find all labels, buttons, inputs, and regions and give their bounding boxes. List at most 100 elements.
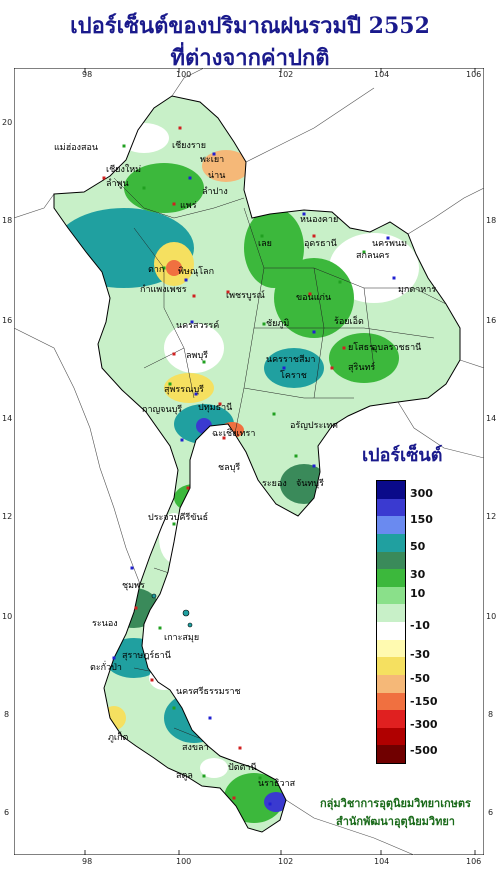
legend-swatch	[377, 551, 405, 570]
station-marker	[172, 706, 176, 710]
station-marker	[202, 360, 206, 364]
place-label: สุรินทร์	[348, 363, 376, 373]
place-label: ตาก	[148, 265, 165, 275]
place-label: แพร่	[180, 201, 197, 211]
station-marker	[222, 436, 226, 440]
legend-label: -500	[410, 744, 438, 757]
lon-tick-top-100: 100	[176, 70, 192, 79]
legend-label: 50	[410, 540, 426, 553]
lon-tick-top-104: 104	[374, 70, 390, 79]
place-label: นครราชสีมา	[266, 355, 316, 365]
station-marker	[142, 186, 146, 190]
station-marker	[208, 716, 212, 720]
legend-swatch	[377, 569, 405, 587]
place-label: สุพรรณบุรี	[164, 385, 204, 395]
lat-tick-right-8: 8	[488, 710, 494, 719]
place-label: สกลนคร	[356, 251, 390, 261]
lat-tick-right-6: 6	[488, 808, 494, 817]
station-marker	[362, 250, 366, 254]
lon-tick-top-102: 102	[278, 70, 294, 79]
place-label: ลพบุรี	[186, 351, 208, 361]
place-label: อุบลราชธานี	[372, 343, 422, 353]
legend-swatch	[377, 622, 405, 640]
station-marker	[168, 382, 172, 386]
lat-tick-left-10: 10	[2, 612, 13, 621]
legend-label: 30	[410, 568, 426, 581]
station-marker	[180, 438, 184, 442]
place-label: ยโสธร	[348, 343, 374, 353]
place-label: ประจวบคีรีขันธ์	[148, 513, 209, 523]
station-marker	[272, 412, 276, 416]
legend-swatch	[377, 745, 405, 763]
place-label: เลย	[258, 239, 272, 249]
lat-tick-right-18: 18	[486, 216, 497, 225]
credit-line2: สำนักพัฒนาอุตุนิยมวิทยา	[336, 815, 455, 828]
station-marker	[172, 522, 176, 526]
station-marker	[308, 292, 312, 296]
lat-tick-left-14: 14	[2, 414, 13, 423]
station-marker	[150, 678, 154, 682]
legend-label: 150	[410, 513, 433, 526]
legend-color-bar	[376, 480, 406, 764]
place-label: พะเยา	[200, 155, 225, 165]
place-label: ตะกั่วป่า	[90, 663, 122, 673]
lat-tick-left-20: 20	[2, 118, 13, 127]
place-label: เพชรบูรณ์	[226, 291, 265, 301]
station-marker	[312, 464, 316, 468]
station-marker	[392, 276, 396, 280]
place-label: ร้อยเอ็ด	[334, 317, 364, 327]
place-label: เชียงใหม่	[106, 165, 142, 175]
station-marker	[386, 236, 390, 240]
station-marker	[372, 348, 376, 352]
station-marker	[226, 290, 230, 294]
lat-tick-left-16: 16	[2, 316, 13, 325]
legend-title: เปอร์เซ็นต์	[362, 445, 443, 466]
station-marker	[184, 278, 188, 282]
station-marker	[342, 346, 346, 350]
station-marker	[112, 656, 116, 660]
lat-tick-right-10: 10	[486, 612, 497, 621]
station-marker	[312, 330, 316, 334]
station-marker	[172, 202, 176, 206]
station-marker	[338, 280, 342, 284]
legend-label: -50	[410, 672, 430, 685]
station-marker	[238, 746, 242, 750]
station-marker	[312, 234, 316, 238]
legend-label: -300	[410, 718, 438, 731]
lon-tick-top-98: 98	[82, 70, 93, 79]
legend-swatch	[377, 498, 405, 517]
place-label: แม่ฮ่องสอน	[54, 143, 99, 153]
station-marker	[282, 366, 286, 370]
legend-swatch	[377, 639, 405, 658]
place-label: ลำปาง	[202, 187, 228, 197]
place-label: ระนอง	[92, 619, 118, 629]
station-marker	[158, 626, 162, 630]
legend-label: -30	[410, 648, 430, 661]
lon-tick-bottom-98: 98	[82, 857, 93, 866]
station-marker	[186, 486, 190, 490]
place-label: ระยอง	[262, 479, 287, 489]
place-label: โคราช	[280, 371, 307, 381]
station-marker	[294, 454, 298, 458]
legend-label: -150	[410, 695, 438, 708]
legend-label: 10	[410, 587, 426, 600]
lon-tick-bottom-100: 100	[176, 857, 192, 866]
legend-swatch	[377, 727, 405, 746]
place-label: กาญจนบุรี	[142, 405, 183, 415]
station-marker	[258, 776, 262, 780]
lat-tick-left-18: 18	[2, 216, 13, 225]
station-marker	[102, 176, 106, 180]
legend-swatch	[377, 533, 405, 552]
place-label: หนองคาย	[300, 215, 339, 225]
place-label: สงขลา	[182, 743, 209, 753]
place-label: มุกดาหาร	[398, 285, 437, 295]
place-label: นราธิวาส	[258, 779, 296, 789]
station-marker	[212, 152, 216, 156]
place-label: นครศรีธรรมราช	[176, 687, 241, 697]
lon-tick-top-106: 106	[466, 70, 482, 79]
place-label: สุราษฎร์ธานี	[122, 651, 171, 661]
rainfall-map	[14, 68, 484, 855]
lat-tick-left-6: 6	[4, 808, 10, 817]
lat-tick-right-12: 12	[486, 512, 497, 521]
station-markers	[102, 126, 396, 806]
